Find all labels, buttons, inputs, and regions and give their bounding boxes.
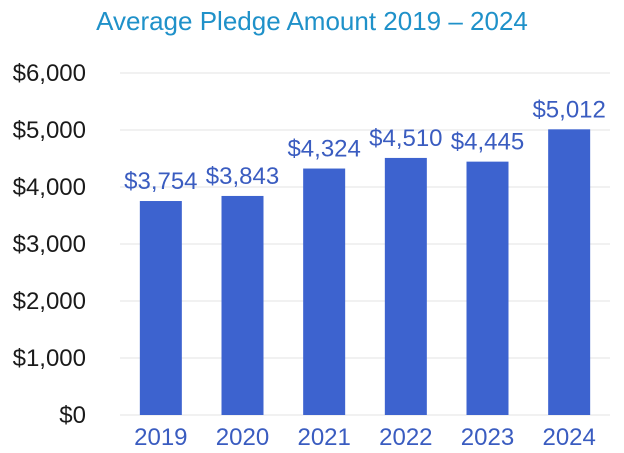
y-tick-label: $1,000	[13, 345, 86, 372]
bar-2024	[548, 129, 591, 416]
bar-2020	[221, 195, 264, 415]
bar-2021	[303, 168, 346, 415]
data-label-2022: $4,510	[369, 125, 442, 152]
data-label-2021: $4,324	[287, 136, 360, 163]
data-label-2024: $5,012	[532, 96, 605, 123]
data-labels: $3,754 $3,843 $4,324 $4,510 $4,445 $5,012	[124, 96, 606, 195]
x-tick-label-2020: 2020	[216, 424, 269, 451]
x-tick-label-2021: 2021	[297, 424, 350, 451]
bars	[139, 129, 591, 416]
data-label-2020: $3,843	[206, 163, 279, 190]
y-tick-label: $4,000	[13, 174, 86, 201]
chart-title: Average Pledge Amount 2019 – 2024	[96, 6, 528, 36]
gridlines	[120, 72, 610, 416]
data-label-2019: $3,754	[124, 168, 197, 195]
bar-2023	[466, 161, 509, 415]
x-tick-label-2023: 2023	[461, 424, 514, 451]
y-tick-label: $2,000	[13, 288, 86, 315]
data-label-2023: $4,445	[451, 129, 524, 156]
y-tick-label: $5,000	[13, 117, 86, 144]
x-tick-label-2019: 2019	[134, 424, 187, 451]
x-tick-label-2024: 2024	[542, 424, 595, 451]
y-tick-label: $0	[59, 402, 86, 429]
x-axis-ticks: 2019 2020 2021 2022 2023 2024	[134, 424, 596, 451]
bar-2022	[384, 157, 427, 415]
bar-2019	[139, 201, 182, 415]
x-tick-label-2022: 2022	[379, 424, 432, 451]
y-tick-label: $6,000	[13, 60, 86, 87]
y-axis-ticks: $0 $1,000 $2,000 $3,000 $4,000 $5,000 $6,000	[13, 60, 86, 429]
y-tick-label: $3,000	[13, 231, 86, 258]
